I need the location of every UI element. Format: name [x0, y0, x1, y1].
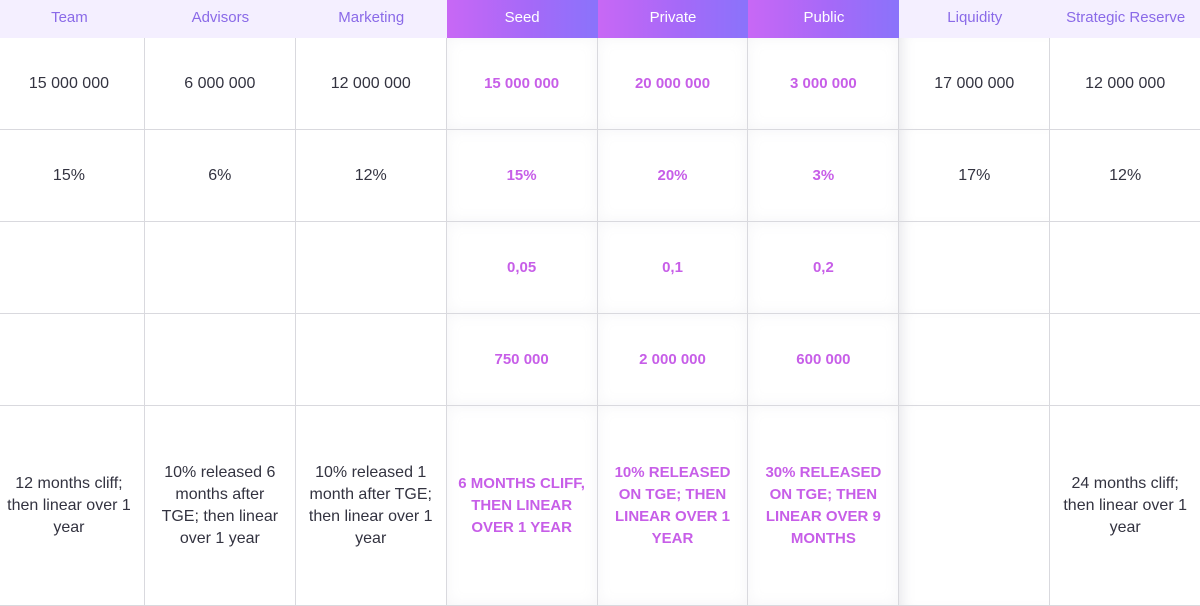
token-percent-cell-private: 20% — [597, 130, 749, 222]
token-percent-cell-seed: 15% — [446, 130, 598, 222]
column-header-seed: Seed — [446, 0, 598, 38]
token-amount-cell-private: 20 000 000 — [597, 38, 749, 130]
vesting-schedule-cell-seed: 6 months cliff, then linear over 1 year — [446, 406, 598, 606]
column-header-advisors: Advisors — [144, 0, 296, 38]
token-amount-cell-public: 3 000 000 — [748, 38, 900, 130]
token-amount-cell-marketing: 12 000 000 — [295, 38, 447, 130]
raise-amount-cell-public: 600 000 — [748, 314, 900, 406]
token-amount-cell-strategic-reserve: 12 000 000 — [1050, 38, 1200, 130]
vesting-schedule-cell-advisors: 10% released 6 months after TGE; then li… — [144, 406, 296, 606]
raise-amount-cell-seed: 750 000 — [446, 314, 598, 406]
token-percent-cell-marketing: 12% — [295, 130, 447, 222]
token-price-cell-public: 0,2 — [748, 222, 900, 314]
raise-amount-cell-marketing — [295, 314, 447, 406]
raise-amount-cell-private: 2 000 000 — [597, 314, 749, 406]
token-price-cell-liquidity — [899, 222, 1051, 314]
token-percent-cell-strategic-reserve: 12% — [1050, 130, 1200, 222]
column-header-liquidity: Liquidity — [899, 0, 1051, 38]
column-header-private: Private — [597, 0, 749, 38]
token-price-cell-marketing — [295, 222, 447, 314]
vesting-schedule-cell-team: 12 months cliff; then linear over 1 year — [0, 406, 145, 606]
vesting-schedule-cell-strategic-reserve: 24 months cliff; then linear over 1 year — [1050, 406, 1200, 606]
column-header-public: Public — [748, 0, 900, 38]
token-price-cell-seed: 0,05 — [446, 222, 598, 314]
column-header-strategic-reserve: Strategic Reserve — [1050, 0, 1200, 38]
token-price-cell-strategic-reserve — [1050, 222, 1200, 314]
token-percent-cell-public: 3% — [748, 130, 900, 222]
token-percent-cell-advisors: 6% — [144, 130, 296, 222]
vesting-schedule-cell-public: 30% released on TGE; then linear over 9 … — [748, 406, 900, 606]
token-percent-cell-liquidity: 17% — [899, 130, 1051, 222]
token-price-cell-advisors — [144, 222, 296, 314]
token-amount-cell-liquidity: 17 000 000 — [899, 38, 1051, 130]
token-amount-cell-team: 15 000 000 — [0, 38, 145, 130]
column-header-team: Team — [0, 0, 145, 38]
token-amount-cell-seed: 15 000 000 — [446, 38, 598, 130]
raise-amount-cell-advisors — [144, 314, 296, 406]
vesting-schedule-cell-marketing: 10% released 1 month after TGE; then lin… — [295, 406, 447, 606]
raise-amount-cell-strategic-reserve — [1050, 314, 1200, 406]
vesting-schedule-cell-liquidity — [899, 406, 1051, 606]
token-percent-cell-team: 15% — [0, 130, 145, 222]
token-price-cell-private: 0,1 — [597, 222, 749, 314]
token-amount-cell-advisors: 6 000 000 — [144, 38, 296, 130]
column-header-marketing: Marketing — [295, 0, 447, 38]
raise-amount-cell-team — [0, 314, 145, 406]
token-price-cell-team — [0, 222, 145, 314]
vesting-schedule-cell-private: 10% released on TGE; then linear over 1 … — [597, 406, 749, 606]
raise-amount-cell-liquidity — [899, 314, 1051, 406]
